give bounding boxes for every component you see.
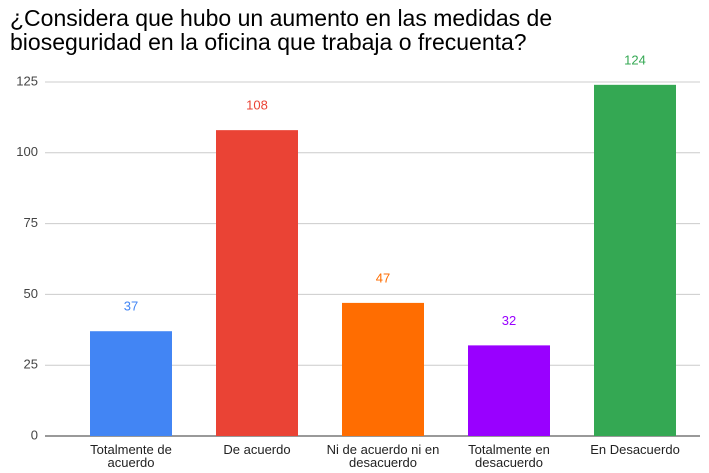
bar [468, 345, 550, 436]
data-label: 47 [376, 270, 390, 285]
x-tick-label: Totalmente de acuerdo [90, 442, 172, 470]
bar [90, 331, 172, 436]
data-label: 37 [124, 299, 138, 314]
bar [342, 302, 424, 436]
data-label: 124 [624, 52, 646, 67]
bar [216, 130, 298, 437]
x-tick-label: Ni de acuerdo ni en desacuerdo [326, 442, 440, 470]
y-tick-label: 0 [31, 427, 38, 442]
y-tick-label: 100 [16, 144, 38, 159]
y-tick-label: 125 [16, 73, 38, 88]
bar [594, 84, 676, 436]
chart-title: ¿Considera que hubo un aumento en las me… [10, 5, 553, 55]
y-tick-label: 25 [24, 357, 38, 372]
x-tick-label: Totalmente en desacuerdo [468, 442, 550, 470]
x-tick-label: De acuerdo [223, 442, 291, 457]
data-label: 108 [246, 98, 268, 113]
y-tick-label: 50 [24, 286, 38, 301]
data-label: 32 [502, 313, 516, 328]
x-tick-label: En Desacuerdo [590, 442, 680, 457]
y-tick-label: 75 [24, 215, 38, 230]
